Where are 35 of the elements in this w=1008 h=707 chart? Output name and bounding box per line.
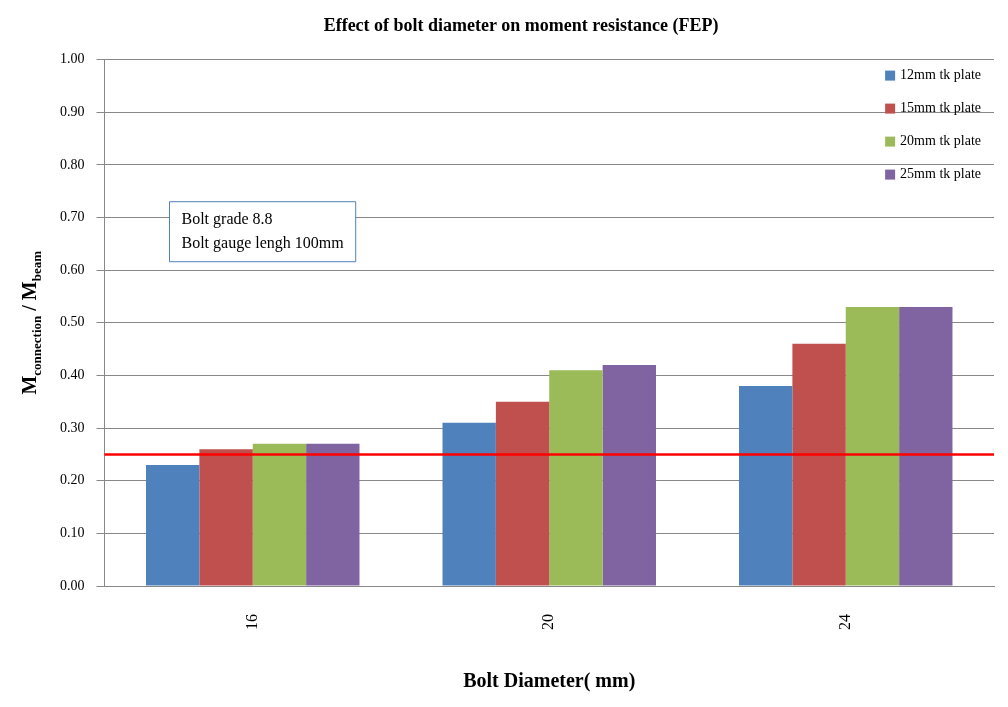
x-tick-label: 20	[539, 614, 557, 630]
bar	[899, 307, 953, 586]
y-tick-label: 0.70	[60, 209, 85, 225]
x-tick-label: 16	[242, 614, 260, 630]
annotation: Bolt grade 8.8	[181, 209, 273, 228]
legend-label: 12mm tk plate	[900, 67, 982, 83]
x-axis-title: Bolt Diameter( mm)	[463, 669, 636, 693]
y-tick-label: 0.50	[60, 314, 85, 330]
y-tick-label: 0.40	[60, 367, 85, 383]
bar	[306, 443, 360, 586]
y-axis-title: Mconnection / Mbeam	[18, 250, 44, 395]
legend-label: 20mm tk plate	[900, 133, 982, 149]
bar	[739, 385, 793, 586]
y-tick-label: 1.00	[60, 51, 85, 67]
y-tick-label: 0.90	[60, 103, 85, 119]
bar	[549, 370, 603, 586]
y-tick-label: 0.20	[60, 472, 85, 488]
legend-label: 25mm tk plate	[900, 166, 982, 182]
legend-label: 15mm tk plate	[900, 100, 982, 116]
chart-title: Effect of bolt diameter on moment resistance (FEP)	[323, 15, 719, 37]
bar	[252, 443, 307, 586]
bar	[792, 343, 846, 586]
y-tick-label: 0.60	[60, 261, 85, 277]
bar	[845, 307, 900, 586]
y-tick-label: 0.80	[60, 156, 85, 172]
y-tick-label: 0.00	[60, 577, 85, 593]
bar	[146, 464, 200, 586]
y-tick-label: 0.10	[60, 525, 85, 541]
bar	[199, 449, 253, 586]
y-tick-label: 0.30	[60, 419, 85, 435]
annotation: Bolt gauge lengh 100mm	[181, 233, 345, 252]
bar	[442, 422, 496, 586]
x-tick-label: 24	[835, 614, 853, 630]
bar	[495, 401, 550, 586]
bar	[602, 364, 656, 586]
